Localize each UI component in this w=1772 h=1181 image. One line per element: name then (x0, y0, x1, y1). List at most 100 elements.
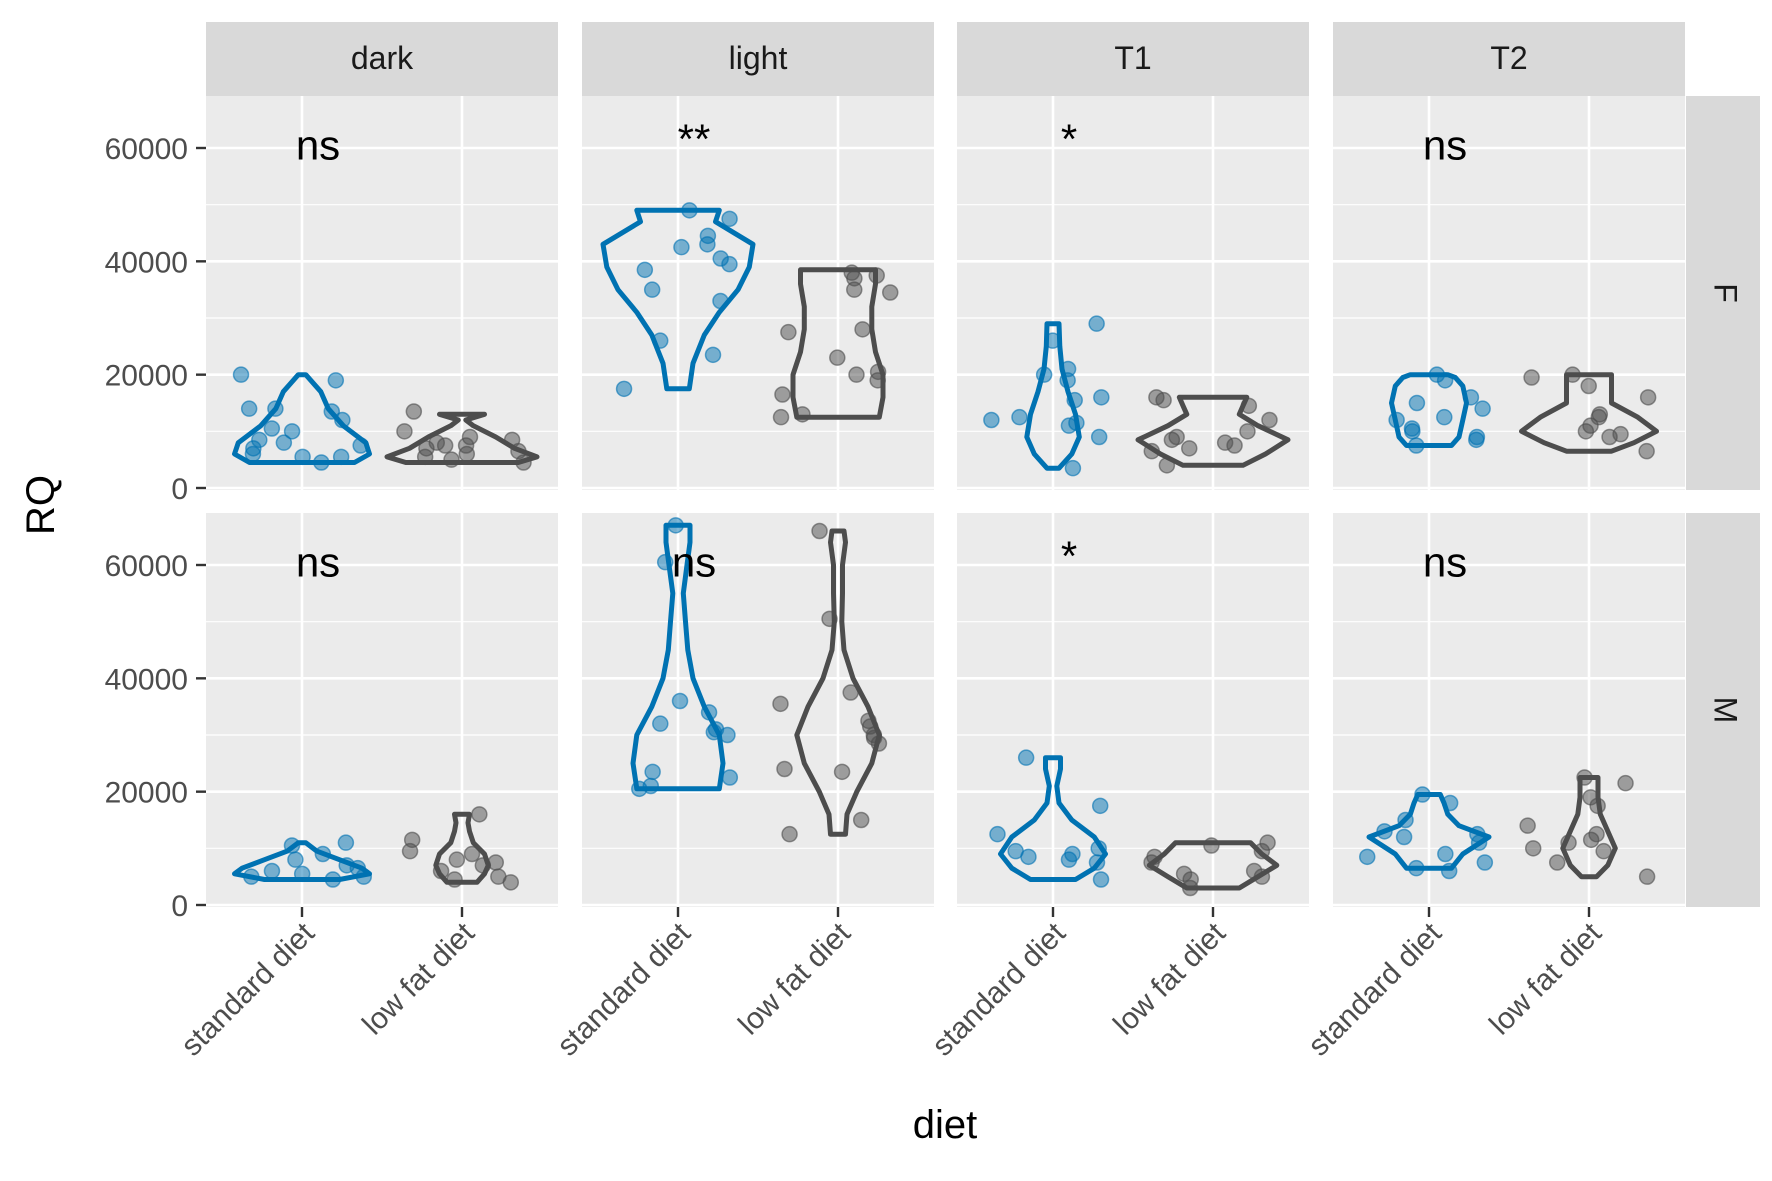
violin-low-fat (794, 528, 882, 837)
x-axes: standard diet low fat diet standard diet lo… (175, 907, 1608, 1063)
x-tick-label: standard diet (926, 916, 1072, 1062)
data-point (1088, 315, 1105, 332)
facet-strips-top: dark light T1 T2 (206, 22, 1685, 96)
data-point (1437, 845, 1454, 863)
data-point (776, 760, 793, 778)
data-point (1638, 442, 1655, 460)
data-point (1524, 840, 1542, 857)
strip-top-label: T2 (1490, 40, 1527, 76)
data-point (811, 522, 828, 540)
y-tick-label: 20000 (105, 777, 188, 810)
violin-low-fat (1560, 775, 1618, 880)
violin-low-fat (1146, 840, 1280, 891)
violin-standard (1024, 321, 1082, 471)
y-tick-label: 40000 (105, 663, 188, 696)
data-point (405, 403, 423, 420)
panel-background (206, 513, 558, 907)
violin-standard (1389, 372, 1469, 448)
data-point (287, 851, 304, 868)
data-point (721, 255, 738, 273)
data-point (1064, 459, 1082, 477)
data-point (1617, 774, 1634, 792)
violin-standard (630, 522, 726, 792)
strip-top-label: light (729, 40, 788, 76)
data-point (1261, 411, 1278, 429)
panel-T2-F: ns (1333, 96, 1685, 490)
violin-standard (1366, 792, 1492, 871)
strip-top-dark (206, 22, 558, 96)
data-point (1060, 851, 1078, 868)
data-point (833, 763, 851, 781)
data-point (396, 423, 413, 440)
data-point (240, 400, 258, 417)
data-point (636, 261, 654, 279)
panel-background (1333, 513, 1685, 907)
data-point (263, 420, 281, 437)
strip-right-label: F (1708, 283, 1744, 303)
strip-top-label: T1 (1114, 40, 1151, 76)
data-point (772, 695, 789, 713)
significance-label: * (1061, 116, 1077, 163)
data-point (1601, 428, 1618, 446)
significance-label: ns (296, 538, 340, 585)
data-point (1239, 423, 1256, 440)
data-point (1091, 797, 1109, 815)
panel-background (582, 513, 934, 907)
data-point (1436, 408, 1453, 426)
x-tick-label: low fat diet (1483, 916, 1608, 1041)
y-axis-title: RQ (19, 475, 63, 535)
y-tick-label: 20000 (105, 360, 188, 393)
y-tick-label: 60000 (105, 550, 188, 583)
data-point (1395, 828, 1413, 846)
strip-right-F (1686, 96, 1760, 490)
strip-top-light (582, 22, 934, 96)
data-point (1468, 431, 1485, 449)
data-point (983, 411, 1000, 429)
data-point (1017, 749, 1035, 766)
strip-top-T1 (957, 22, 1309, 96)
significance-label: ** (678, 116, 711, 163)
data-point (721, 769, 739, 786)
data-point (1638, 868, 1656, 885)
significance-label: ns (1423, 538, 1467, 585)
data-point (989, 825, 1006, 843)
data-point (1020, 848, 1037, 866)
x-tick-label: standard diet (1302, 916, 1448, 1062)
data-point (448, 851, 466, 868)
data-point (327, 372, 345, 389)
data-point (615, 380, 633, 398)
panel-dark-F: ns (206, 96, 558, 490)
data-point (1011, 408, 1028, 426)
y-tick-label: 40000 (105, 246, 188, 279)
data-point (829, 349, 846, 366)
violin-low-fat (790, 267, 886, 420)
data-point (1639, 389, 1657, 406)
data-point (652, 715, 669, 732)
data-point (1093, 389, 1110, 406)
violin-standard (232, 372, 372, 465)
x-tick-label: low fat diet (356, 916, 481, 1041)
significance-label: ns (1423, 121, 1467, 168)
strip-top-T2 (1333, 22, 1685, 96)
data-point (1577, 423, 1595, 440)
x-axis-title: diet (913, 1103, 978, 1147)
data-point (502, 874, 520, 891)
data-point (643, 281, 661, 298)
panel-T1-M: * (957, 513, 1309, 907)
data-point (1476, 854, 1494, 871)
violin-low-fat (1135, 394, 1291, 468)
panel-T2-M: ns (1333, 513, 1685, 907)
panel-T1-F: * (957, 96, 1309, 490)
data-point (1474, 400, 1491, 417)
strip-right-label: M (1708, 697, 1744, 724)
data-point (463, 845, 481, 863)
data-point (401, 842, 419, 860)
data-point (1519, 817, 1536, 834)
data-point (1226, 437, 1243, 454)
data-point (1155, 391, 1172, 409)
data-point (1163, 431, 1181, 449)
data-point (275, 434, 293, 451)
data-point (846, 281, 863, 298)
y-axes: 0 20000 40000 60000 0 20000 40000 60000 (105, 133, 206, 923)
